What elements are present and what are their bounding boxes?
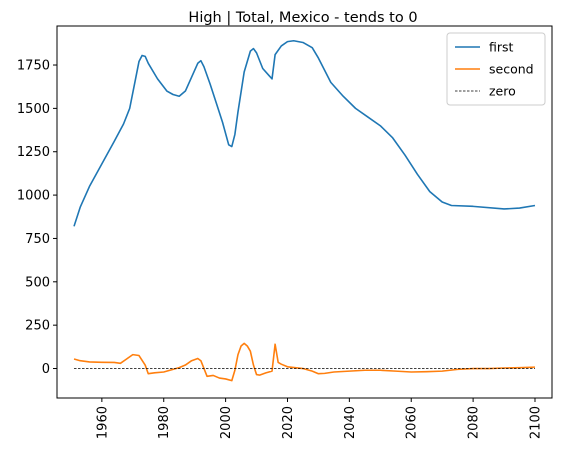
legend-label-zero: zero bbox=[489, 84, 516, 99]
y-tick-label: 1750 bbox=[17, 59, 50, 74]
x-tick-label: 1960 bbox=[95, 406, 110, 439]
y-tick-label: 750 bbox=[25, 232, 50, 247]
plot-frame bbox=[56, 25, 553, 399]
x-tick-label: 1980 bbox=[157, 406, 172, 439]
y-tick-label: 250 bbox=[25, 319, 50, 334]
x-tick-label: 2020 bbox=[281, 406, 296, 439]
legend: first second zero bbox=[446, 32, 546, 106]
series-layer bbox=[73, 39, 536, 382]
y-tick-label: 1000 bbox=[17, 189, 50, 204]
x-tick-label: 2040 bbox=[343, 406, 358, 439]
legend-label-second: second bbox=[489, 62, 534, 77]
x-axis: 1960 1980 2000 2020 2040 2060 2080 2100 bbox=[95, 398, 543, 439]
x-tick-label: 2080 bbox=[467, 406, 482, 439]
x-tick-label: 2000 bbox=[219, 406, 234, 439]
series-line-second bbox=[73, 342, 536, 382]
y-tick-label: 500 bbox=[25, 275, 50, 290]
chart-title: High | Total, Mexico - tends to 0 bbox=[188, 10, 417, 26]
x-tick-label: 2060 bbox=[405, 406, 420, 439]
y-axis: 0 250 500 750 1000 1250 1500 1750 bbox=[17, 59, 57, 377]
legend-box bbox=[446, 32, 546, 106]
x-tick-label: 2100 bbox=[528, 406, 543, 439]
y-tick-label: 1500 bbox=[17, 102, 50, 117]
y-tick-label: 0 bbox=[42, 362, 50, 377]
y-tick-label: 1250 bbox=[17, 145, 50, 160]
legend-label-first: first bbox=[489, 40, 514, 55]
series-line-first bbox=[73, 39, 536, 227]
